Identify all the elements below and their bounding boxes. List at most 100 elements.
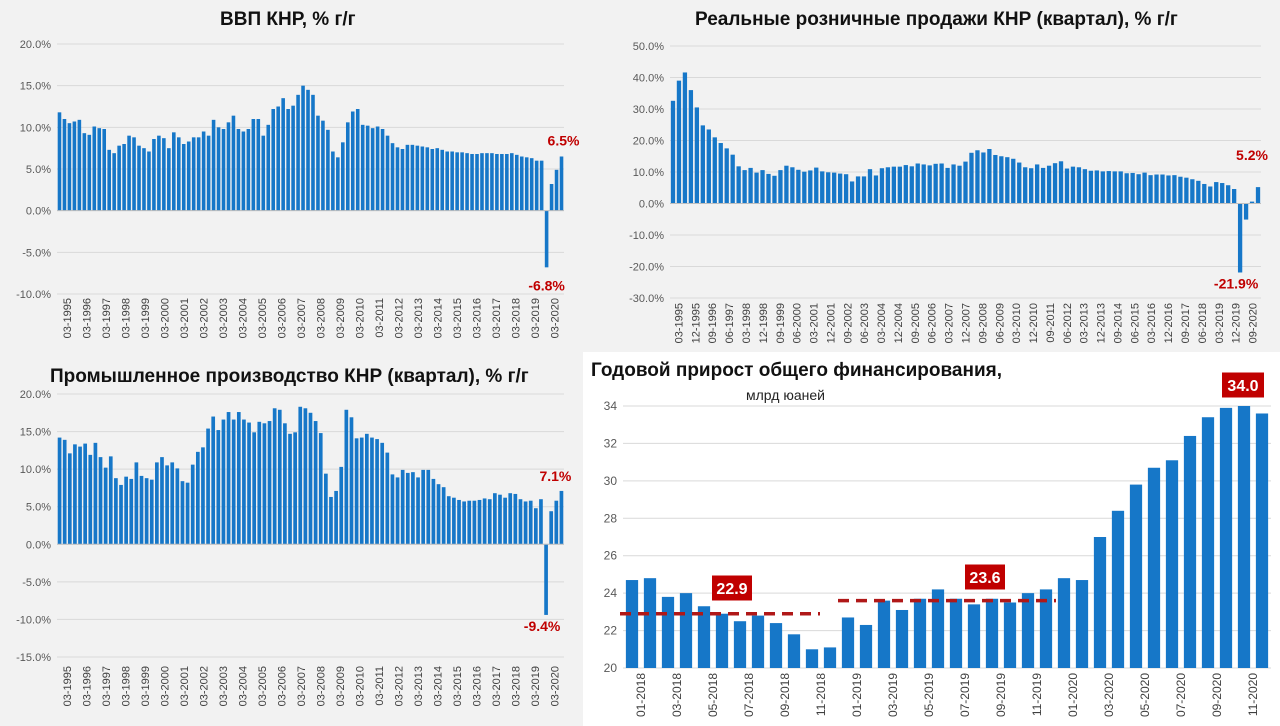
x-tick-label: 03-2017 bbox=[491, 666, 503, 706]
bar bbox=[252, 432, 257, 545]
bar bbox=[400, 149, 405, 211]
bar bbox=[308, 412, 313, 545]
bar bbox=[452, 497, 456, 545]
bar bbox=[291, 105, 295, 211]
bar bbox=[1130, 172, 1135, 204]
bar bbox=[1166, 175, 1171, 204]
retail-chart: 50.0% 40.0% 30.0% 20.0% 10.0% 0.0% -10.0% -20.0… bbox=[629, 41, 1268, 343]
bar bbox=[165, 465, 169, 545]
bar bbox=[190, 464, 195, 545]
bar bbox=[1003, 602, 1017, 668]
bar bbox=[508, 493, 513, 545]
bar bbox=[500, 154, 504, 211]
bar bbox=[87, 134, 92, 211]
bar bbox=[559, 490, 564, 545]
bar bbox=[975, 150, 980, 204]
bar bbox=[485, 153, 489, 211]
bar bbox=[1172, 175, 1177, 204]
bar bbox=[951, 164, 956, 204]
bar bbox=[124, 476, 128, 545]
bar bbox=[1029, 168, 1034, 204]
bar bbox=[57, 437, 62, 545]
bar bbox=[162, 138, 166, 211]
bar bbox=[1111, 510, 1125, 668]
bar bbox=[62, 119, 67, 211]
bar bbox=[985, 598, 999, 668]
y-tick-label: 34 bbox=[604, 399, 618, 413]
bar bbox=[772, 175, 777, 204]
chart-subtitle: млрд юаней bbox=[746, 387, 825, 403]
x-tick-label: 01-2020 bbox=[1066, 673, 1080, 717]
data-label-min: -21.9% bbox=[1214, 275, 1259, 291]
bar bbox=[67, 123, 72, 211]
x-tick-label: 06-2012 bbox=[1062, 303, 1074, 343]
y-tick-label: 30 bbox=[604, 474, 618, 488]
chart-panel-gdp: ВВП КНР, % г/г 20.0% 15.0% 10.0% 5.0% 0.0% -5… bbox=[0, 0, 583, 352]
x-tick-label: 03-2018 bbox=[510, 666, 522, 706]
bar bbox=[987, 149, 992, 204]
bar bbox=[885, 167, 891, 204]
x-tick-label: 09-2005 bbox=[910, 303, 922, 343]
x-tick-label: 12-2001 bbox=[825, 303, 837, 343]
bar bbox=[837, 173, 843, 204]
y-tick-label: 15.0% bbox=[20, 427, 51, 439]
bar bbox=[385, 135, 390, 211]
bar bbox=[1021, 593, 1035, 668]
bar bbox=[1129, 484, 1143, 668]
x-tick-label: 03-2012 bbox=[393, 666, 405, 706]
x-tick-label: 03-1998 bbox=[120, 666, 132, 706]
bar bbox=[416, 477, 420, 545]
data-label-min: -9.4% bbox=[524, 618, 561, 634]
bar bbox=[359, 437, 364, 545]
x-tick-label: 03-2011 bbox=[374, 298, 386, 338]
bar bbox=[195, 451, 200, 545]
bar bbox=[293, 432, 297, 545]
chart-title: ВВП КНР, % г/г bbox=[220, 9, 356, 30]
bar bbox=[748, 167, 753, 204]
bar bbox=[380, 129, 385, 211]
bar bbox=[276, 106, 280, 211]
x-tick-label: 12-2010 bbox=[1028, 303, 1040, 343]
x-tick-label: 03-2014 bbox=[432, 298, 444, 338]
bar bbox=[354, 438, 359, 545]
bar bbox=[1118, 171, 1123, 204]
x-tick-label: 03-2019 bbox=[886, 673, 900, 717]
bar bbox=[301, 85, 305, 211]
bar bbox=[465, 153, 469, 211]
bar bbox=[144, 478, 149, 545]
x-tick-label: 11-2018 bbox=[814, 673, 828, 716]
y-tick-label: -10.0% bbox=[16, 614, 51, 626]
bar bbox=[891, 166, 897, 204]
bar bbox=[913, 598, 927, 668]
bar bbox=[999, 156, 1004, 204]
bar bbox=[157, 135, 161, 211]
y-tick-label: -15.0% bbox=[16, 652, 51, 664]
bar bbox=[805, 649, 819, 668]
bar bbox=[778, 170, 783, 204]
x-tick-label: 03-2007 bbox=[296, 666, 308, 706]
x-tick-label: 03-1997 bbox=[101, 666, 113, 706]
y-tick-label: -30.0% bbox=[629, 293, 664, 305]
average-label-2018: 22.9 bbox=[716, 581, 747, 598]
bar bbox=[510, 153, 514, 211]
bar bbox=[62, 439, 67, 545]
bar bbox=[98, 457, 103, 545]
bar bbox=[826, 172, 831, 204]
bar bbox=[1148, 175, 1153, 204]
bar bbox=[1082, 169, 1088, 204]
bar bbox=[313, 421, 318, 545]
bar bbox=[329, 496, 333, 545]
bar bbox=[185, 482, 190, 545]
bar bbox=[67, 453, 72, 545]
bar bbox=[247, 422, 251, 545]
bar bbox=[170, 462, 175, 545]
bar bbox=[1052, 163, 1058, 204]
bar bbox=[375, 126, 380, 211]
y-tick-label: 0.0% bbox=[26, 539, 51, 551]
x-tick-label: 03-2019 bbox=[530, 298, 542, 338]
bar bbox=[236, 412, 241, 545]
bar bbox=[97, 128, 102, 211]
bar bbox=[1249, 201, 1255, 204]
bar bbox=[843, 174, 849, 204]
y-tick-label: 20.0% bbox=[20, 39, 51, 51]
